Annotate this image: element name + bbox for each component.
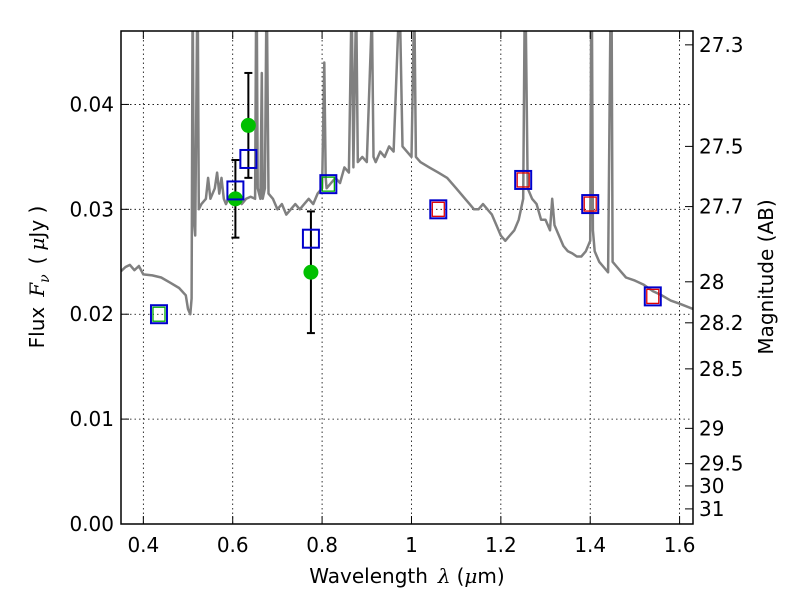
data-point-small-square xyxy=(646,288,660,305)
x-tick-label: 0.6 xyxy=(217,533,249,557)
mag-tick-label: 28.2 xyxy=(699,311,744,335)
data-point-small-square xyxy=(152,306,166,322)
data-point-square xyxy=(319,174,338,195)
mag-tick-label: 29 xyxy=(699,416,724,440)
y-tick-label: 0.02 xyxy=(69,302,114,326)
y-tick-label: 0.01 xyxy=(69,407,114,431)
data-point-square xyxy=(239,148,258,169)
plot-area xyxy=(121,31,693,335)
x-tick-label: 1.6 xyxy=(664,533,696,557)
y-tick-label: 0.03 xyxy=(69,197,114,221)
data-point-square xyxy=(581,194,600,215)
y2-axis-label: Magnitude (AB) xyxy=(754,199,778,354)
ticks: 0.4 0.6 0.8 1 1.2 1.4 1.6 0.00 0.01 0.02 0.03 0.04 2… xyxy=(69,31,744,557)
x-axis-label: Wavelength λ (μm) xyxy=(309,564,504,588)
data-point-square xyxy=(226,180,245,201)
mag-tick-label: 28.5 xyxy=(699,357,744,381)
mag-tick-label: 29.5 xyxy=(699,452,744,476)
gridlines xyxy=(121,31,693,524)
x-tick-label: 0.4 xyxy=(127,533,159,557)
data-point-square xyxy=(301,228,320,249)
data-point-small-square xyxy=(321,176,336,192)
x-tick-label: 0.8 xyxy=(306,533,338,557)
axes-frame xyxy=(120,30,694,525)
model-spectrum-line xyxy=(121,31,693,316)
mag-tick-label: 30 xyxy=(699,474,724,498)
data-point-small-square xyxy=(431,201,445,217)
y-tick-label: 0.04 xyxy=(69,92,114,116)
y-axis-label: FluxFν(μJy ) xyxy=(25,206,53,349)
x-tick-label: 1 xyxy=(405,533,418,557)
data-point-small-square xyxy=(516,172,530,188)
data-point-circle xyxy=(303,264,319,280)
data-point-small-square xyxy=(583,196,597,212)
data-point-circle xyxy=(240,117,256,133)
mag-tick-label: 27.7 xyxy=(699,195,744,219)
data-point-square xyxy=(149,304,168,325)
x-tick-label: 1.4 xyxy=(574,533,606,557)
data-point-square xyxy=(514,169,533,190)
mag-tick-label: 28 xyxy=(699,270,724,294)
mag-tick-label: 31 xyxy=(699,497,724,521)
y-tick-label: 0.00 xyxy=(69,512,114,536)
data-point-square xyxy=(643,286,662,307)
x-tick-label: 1.2 xyxy=(485,533,517,557)
mag-tick-label: 27.5 xyxy=(699,134,744,158)
mag-tick-label: 27.3 xyxy=(699,33,744,57)
data-point-square xyxy=(429,199,448,220)
